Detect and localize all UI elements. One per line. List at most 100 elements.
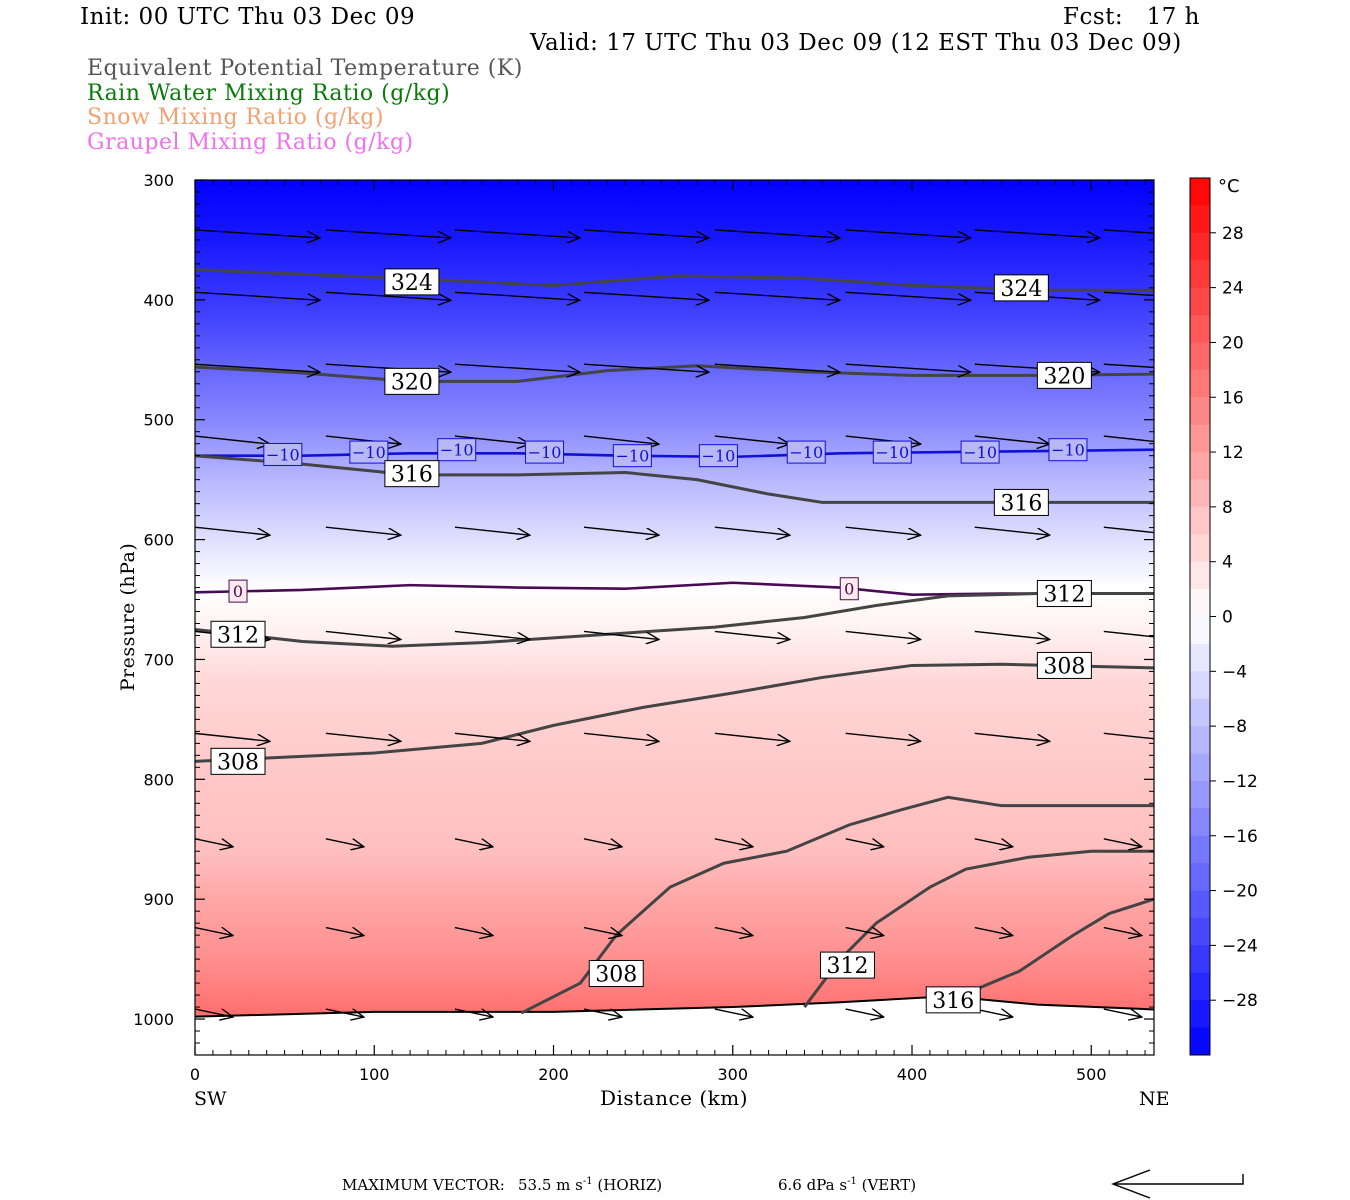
wind-vector — [1103, 291, 1154, 297]
theta-e-label: 312 — [210, 620, 266, 648]
svg-text:−10: −10 — [266, 445, 300, 464]
wind-vector — [454, 229, 580, 238]
colorbar-unit: °C — [1218, 176, 1240, 197]
wind-vector — [714, 926, 753, 936]
y-tick-label: 300 — [143, 171, 174, 190]
wind-vector — [974, 630, 1050, 639]
svg-text:−10: −10 — [615, 447, 649, 466]
isotherm-label: −10 — [263, 442, 303, 466]
wind-vector — [714, 732, 790, 741]
wind-vector — [454, 732, 530, 741]
colorbar-segment — [1190, 506, 1210, 535]
wind-vector — [974, 229, 1100, 238]
svg-text:316: 316 — [932, 989, 974, 1014]
wind-vector — [845, 732, 921, 741]
theta-e-line — [947, 897, 1154, 1003]
isotherm-label: 0 — [228, 579, 248, 603]
wind-vector — [714, 526, 790, 535]
wind-vector — [974, 926, 1013, 936]
wind-vector — [974, 838, 1013, 847]
below-ground-mask — [195, 996, 1154, 1055]
wind-vector — [195, 291, 320, 300]
wind-vector — [1103, 363, 1154, 369]
y-tick-label: 900 — [143, 890, 174, 909]
y-axis-label: Pressure (hPa) — [117, 543, 139, 692]
colorbar-segment — [1190, 424, 1210, 453]
y-tick-label: 800 — [143, 770, 174, 789]
colorbar-segment — [1190, 589, 1210, 617]
horiz-exponent: -1 — [582, 1176, 593, 1187]
svg-text:324: 324 — [391, 271, 433, 296]
wind-vector — [1103, 1008, 1142, 1017]
wind-vector — [454, 526, 530, 535]
wind-vector — [325, 526, 401, 535]
isotherm-label: −10 — [349, 440, 389, 464]
horiz-unit: (HORIZ) — [597, 1176, 663, 1194]
legend-theta-e: Equivalent Potential Temperature (K) — [87, 56, 523, 81]
wind-vector — [583, 229, 709, 238]
theta-e-label: 312 — [1036, 580, 1092, 608]
colorbar-segment — [1190, 260, 1210, 289]
svg-text:−10: −10 — [528, 443, 562, 462]
isotherm-label: 0 — [839, 577, 859, 601]
svg-text:320: 320 — [1043, 364, 1085, 389]
wind-vector — [454, 926, 493, 936]
svg-text:312: 312 — [826, 954, 868, 979]
init-time: Init: 00 UTC Thu 03 Dec 09 — [80, 4, 416, 30]
colorbar-tick-label: 20 — [1222, 333, 1244, 353]
x-tick-label: 100 — [359, 1065, 390, 1084]
wind-vector — [583, 838, 622, 847]
x-axis-label: Distance (km) — [600, 1086, 748, 1110]
colorbar-segment — [1190, 561, 1210, 590]
wind-vector — [195, 838, 233, 847]
colorbar-segment — [1190, 945, 1210, 974]
isotherm-label: −10 — [525, 440, 565, 464]
wind-vector — [1103, 630, 1154, 638]
wind-vector — [974, 526, 1050, 535]
svg-text:−10: −10 — [875, 443, 909, 462]
y-tick-label: 400 — [143, 291, 174, 310]
colorbar-tick-label: −24 — [1222, 936, 1258, 956]
valid-time: Valid: 17 UTC Thu 03 Dec 09 (12 EST Thu … — [530, 30, 1182, 56]
max-vector-horiz: 53.5 m s-1 (HORIZ) — [518, 1176, 662, 1194]
wind-vector — [195, 1008, 233, 1017]
colorbar-segment — [1190, 1000, 1210, 1029]
wind-vector — [583, 1008, 622, 1017]
colorbar-segment — [1190, 835, 1210, 864]
wind-vector — [454, 1008, 493, 1017]
wind-vector — [454, 363, 580, 372]
wind-vector — [583, 291, 709, 300]
temperature-fill — [195, 180, 1154, 1055]
wind-vector — [845, 291, 971, 300]
sw-end-label: SW — [194, 1088, 227, 1110]
colorbar-segment — [1190, 232, 1210, 261]
colorbar-segment — [1190, 479, 1210, 508]
wind-vector — [454, 630, 530, 639]
wind-vector — [583, 363, 709, 372]
colorbar-segment — [1190, 753, 1210, 782]
wind-vector — [714, 1008, 753, 1017]
wind-vector — [583, 526, 659, 535]
colorbar-segment — [1190, 698, 1210, 727]
theta-e-label: 324 — [993, 274, 1049, 302]
y-tick-label: 500 — [143, 411, 174, 430]
wind-vector — [845, 526, 921, 535]
svg-text:0: 0 — [844, 580, 854, 599]
wind-vector — [714, 838, 753, 847]
wind-vector — [454, 838, 493, 847]
colorbar-tick-label: −28 — [1222, 991, 1258, 1011]
wind-vector — [325, 229, 451, 238]
wind-vector — [195, 526, 270, 535]
colorbar-tick-label: −16 — [1222, 827, 1258, 847]
svg-text:308: 308 — [595, 962, 637, 987]
legend-graupel: Graupel Mixing Ratio (g/kg) — [87, 130, 414, 155]
wind-vector — [195, 732, 270, 741]
wind-vector — [974, 435, 1050, 444]
theta-e-label: 316 — [993, 488, 1049, 516]
colorbar-tick-label: 8 — [1222, 498, 1233, 518]
x-tick-label: 300 — [717, 1065, 748, 1084]
colorbar-segment — [1190, 972, 1210, 1001]
svg-text:−10: −10 — [440, 441, 474, 460]
wind-vector — [1103, 838, 1142, 847]
wind-vector — [583, 732, 659, 741]
